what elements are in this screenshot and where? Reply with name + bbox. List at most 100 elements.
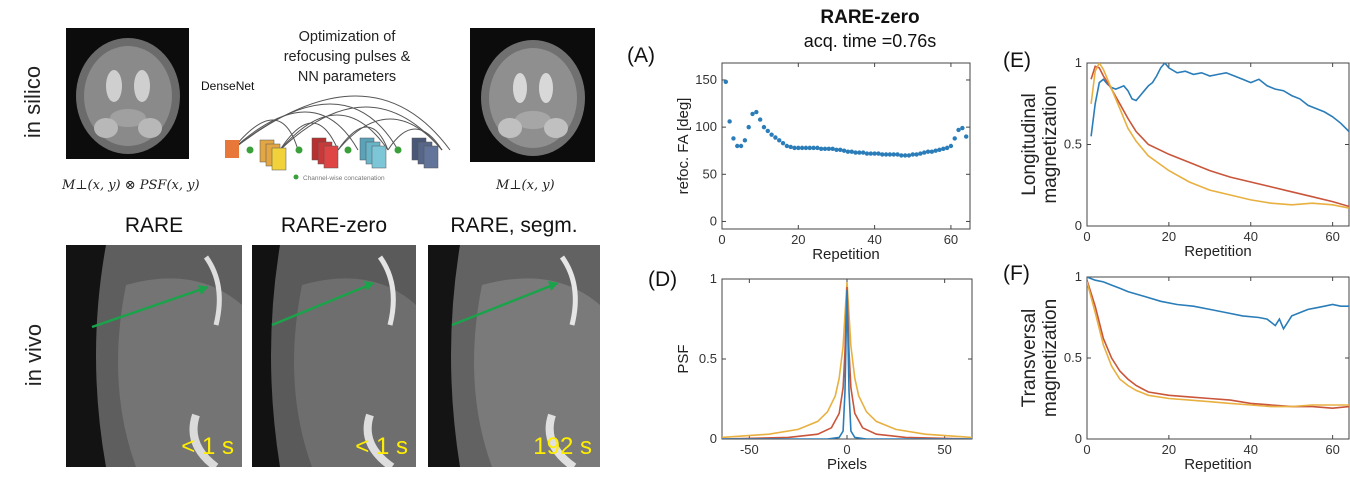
output-mri-image (470, 28, 595, 162)
data-point (899, 153, 904, 158)
y-tick-label: 150 (695, 72, 717, 87)
x-tick-label: 0 (1083, 442, 1090, 457)
data-point (929, 149, 935, 154)
vivo-image-rare-segm: 192 s (428, 245, 600, 467)
x-axis-label: Repetition (1184, 456, 1252, 473)
data-point (769, 132, 774, 137)
data-point (727, 119, 732, 124)
vivo-title-rare: RARE (124, 214, 184, 237)
densenet-diagram: Channel-wise concatenation (225, 95, 451, 182)
y-axis-label: Longitudinalmagnetization (1019, 85, 1061, 203)
y-tick-label: 0 (710, 213, 717, 228)
data-point (922, 150, 927, 155)
data-point (731, 136, 736, 141)
series-line-yellow (1087, 281, 1349, 408)
plot-frame (1086, 62, 1350, 227)
optimization-title: Optimization of refocusing pulses & NN p… (252, 27, 442, 87)
data-point (895, 152, 900, 157)
data-point (803, 145, 809, 151)
chart-subtitle: acq. time =0.76s (803, 31, 937, 51)
vivo-time-rare-zero: < 1 s (355, 433, 408, 460)
x-tick-label: 20 (1162, 229, 1176, 244)
data-point (918, 151, 923, 156)
x-axis-label: Repetition (812, 246, 880, 263)
data-point (887, 152, 893, 157)
data-point (952, 136, 957, 141)
data-point (948, 143, 954, 149)
data-point (841, 148, 847, 153)
data-point (796, 145, 801, 151)
y-tick-label: 0 (1075, 431, 1082, 446)
plot-frame (1086, 276, 1350, 440)
optimization-title-line1: Optimization of (298, 29, 396, 45)
data-point (830, 146, 835, 152)
series-line-red (722, 286, 972, 439)
densenet-blocks (225, 137, 439, 171)
data-point (853, 150, 858, 155)
x-tick-label: 40 (1244, 229, 1258, 244)
y-axis-label: refoc. FA [deg] (675, 98, 692, 195)
vivo-image-rare: < 1 s (66, 245, 242, 467)
x-tick-label: 20 (1162, 442, 1176, 457)
x-tick-label: 60 (1325, 442, 1339, 457)
data-point (757, 117, 763, 122)
chart-f: 0 20 40 60 0 0.5 1 Repetition Transversalmagneti… (1019, 269, 1350, 473)
chart-e: 0 20 40 60 0 0.5 1 Repetition Longitudinalmagnet… (1019, 55, 1350, 260)
data-point (742, 138, 748, 143)
x-axis-label: Pixels (827, 456, 867, 473)
data-point (799, 145, 805, 151)
x-tick-label: 50 (937, 442, 951, 457)
densenet-label: DenseNet (201, 79, 255, 93)
input-formula: M⊥(x, y) ⊗ PSF(x, y) (62, 178, 200, 193)
x-tick-label: 0 (843, 442, 850, 457)
data-point (864, 151, 870, 156)
chart-d: -50 0 50 0 0.5 1 Pixels PSF (675, 271, 973, 473)
data-point (765, 128, 770, 134)
y-axis-label-line2: magnetization (1040, 299, 1061, 417)
data-point (807, 145, 812, 151)
series-line-yellow (1090, 63, 1349, 209)
output-formula: M⊥(x, y) (496, 178, 555, 193)
data-point (914, 152, 919, 157)
series-line-red (1090, 65, 1349, 208)
data-point (910, 152, 915, 157)
data-point (872, 151, 877, 156)
x-tick-label: 40 (1244, 442, 1258, 457)
data-point (815, 145, 820, 151)
data-point (944, 145, 950, 151)
panel-label-f: (F) (1003, 262, 1030, 285)
data-point (788, 144, 793, 150)
y-tick-label: 0 (1075, 218, 1082, 233)
plot-frame (721, 62, 971, 230)
y-tick-label: 0.5 (1064, 137, 1082, 152)
x-tick-label: 20 (791, 232, 805, 247)
data-point (780, 140, 786, 146)
y-axis-label: Transversalmagnetization (1019, 299, 1061, 417)
x-tick-label: 0 (718, 232, 725, 247)
data-point (784, 143, 790, 149)
data-point (819, 146, 824, 152)
vivo-time-rare: < 1 s (181, 433, 234, 460)
x-tick-label: 40 (867, 232, 881, 247)
data-point (754, 109, 759, 115)
vivo-title-rare-segm: RARE, segm. (450, 214, 578, 237)
y-tick-label: 1 (710, 271, 717, 286)
data-point (738, 143, 744, 149)
y-tick-label: 1 (1075, 55, 1082, 70)
data-point (857, 150, 862, 155)
vivo-image-rare-zero: < 1 s (252, 245, 416, 467)
chart-title: RARE-zero (820, 7, 920, 28)
data-point (925, 149, 931, 154)
data-point (849, 149, 854, 154)
series-line-blue (1090, 63, 1349, 137)
series-line-blue (1087, 277, 1349, 331)
y-tick-label: 50 (703, 166, 717, 181)
y-tick-label: 100 (695, 119, 717, 134)
data-point (838, 147, 843, 152)
concat-note: Channel-wise concatenation (303, 175, 385, 182)
data-point (826, 146, 832, 152)
data-point (773, 135, 778, 140)
data-point (876, 151, 881, 156)
y-tick-label: 0 (710, 431, 717, 446)
x-tick-label: -50 (740, 442, 759, 457)
